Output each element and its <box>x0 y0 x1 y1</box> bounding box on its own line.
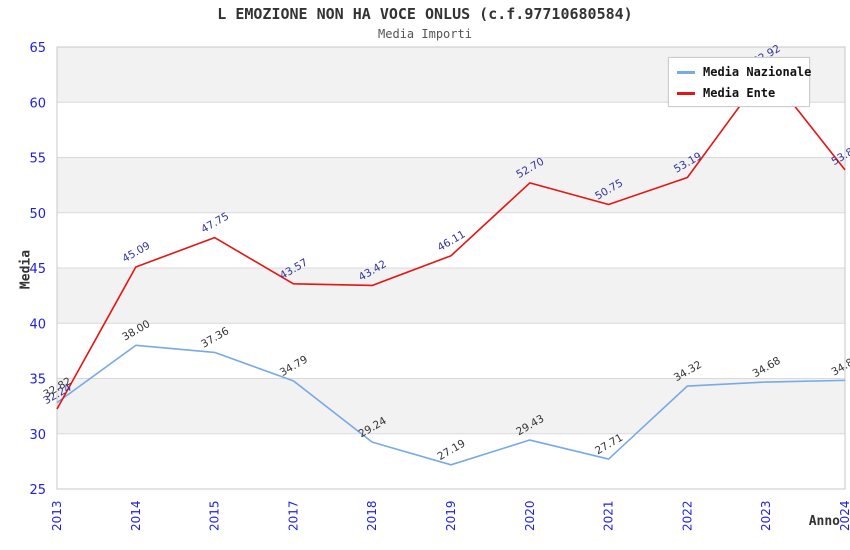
legend-item-media-ente: Media Ente <box>669 84 809 102</box>
legend-item-label: Media Nazionale <box>703 65 812 79</box>
series-line-media-ente <box>56 69 846 410</box>
y-tick-label: 65 <box>29 41 46 56</box>
plot-band <box>57 378 845 434</box>
x-tick-label: 2022 <box>680 500 694 531</box>
y-axis-title: Media <box>18 249 34 290</box>
y-tick-label: 55 <box>29 152 46 167</box>
y-tick-label: 40 <box>29 317 46 332</box>
chart-subtitle: Media Importi <box>378 27 472 41</box>
x-tick-label: 2021 <box>602 500 616 531</box>
y-tick-label: 45 <box>29 262 46 277</box>
x-tick-label: 2014 <box>129 500 143 531</box>
plot-band <box>57 433 845 489</box>
x-tick-label: 2020 <box>523 500 537 531</box>
y-tick-label: 35 <box>29 373 46 388</box>
x-tick-label: 2024 <box>838 500 850 531</box>
legend: Media Nazionale Media Ente <box>668 57 812 107</box>
x-tick-label: 2018 <box>365 500 379 531</box>
plot-border <box>56 46 846 490</box>
y-tick-label: 30 <box>29 428 46 443</box>
x-tick-label: 2013 <box>50 500 64 531</box>
x-tick-label: 2017 <box>286 500 300 531</box>
x-axis-title: Anno <box>808 514 840 529</box>
x-tick-label: 2023 <box>759 500 773 531</box>
y-tick-label: 25 <box>29 483 46 498</box>
chart-title: L EMOZIONE NON HA VOCE ONLUS (c.f.977106… <box>217 5 633 23</box>
plot-band <box>57 102 845 158</box>
legend-item-media-nazionale: Media Nazionale <box>669 63 812 81</box>
x-tick-label: 2015 <box>208 500 222 531</box>
legend-swatch <box>677 91 695 95</box>
plot-band <box>57 212 845 268</box>
series-line-media-nazionale <box>56 344 846 466</box>
y-tick-label: 60 <box>29 96 46 111</box>
legend-swatch <box>677 70 695 74</box>
plot-band <box>57 268 845 324</box>
y-tick-label: 50 <box>29 207 46 222</box>
plot-band <box>57 157 845 213</box>
x-tick-label: 2019 <box>444 500 458 531</box>
plot-band <box>57 323 845 379</box>
legend-item-label: Media Ente <box>703 86 776 100</box>
